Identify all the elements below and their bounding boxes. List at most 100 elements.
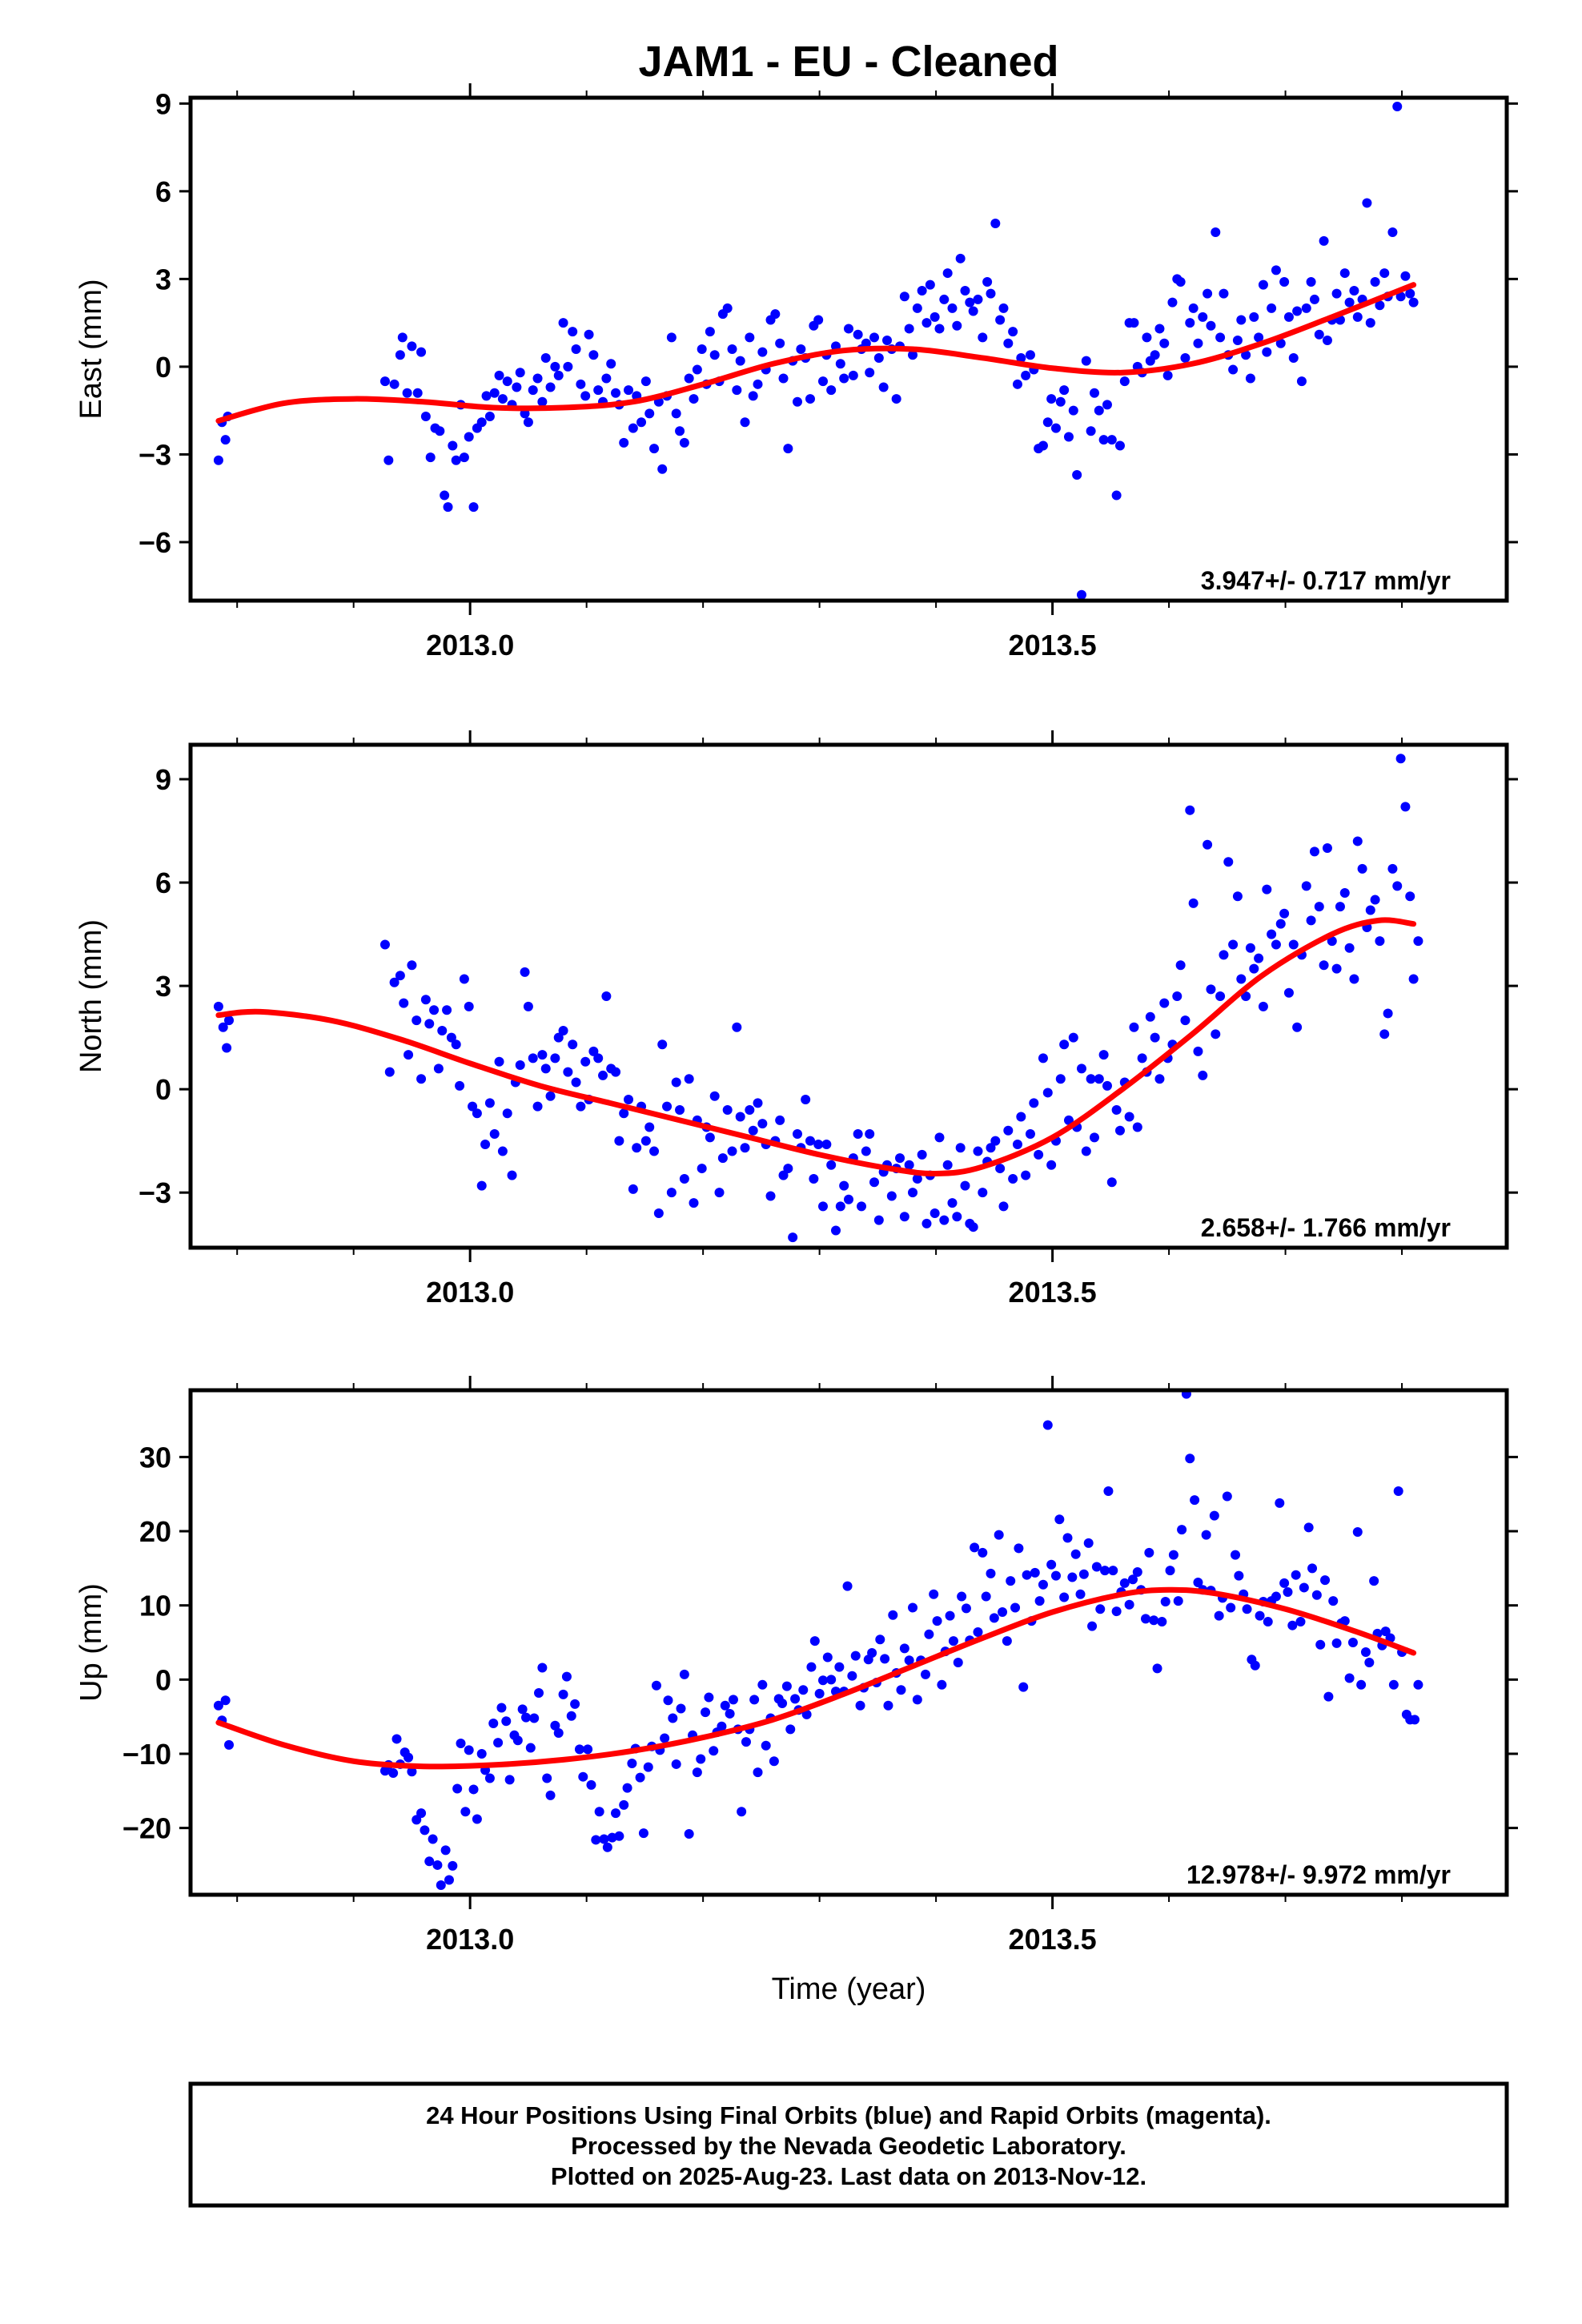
- data-point: [601, 373, 612, 384]
- data-point: [1387, 863, 1398, 874]
- footer-line-2: Processed by the Nevada Geodetic Laborat…: [571, 2132, 1126, 2160]
- y-tick-label: 6: [155, 175, 171, 208]
- plot-frame: [188, 95, 1509, 603]
- data-point: [781, 1681, 792, 1691]
- data-point: [1206, 984, 1216, 995]
- data-point: [512, 382, 522, 392]
- data-point: [1307, 1563, 1318, 1574]
- data-point: [540, 352, 551, 363]
- data-point: [748, 391, 758, 401]
- data-point: [1106, 1177, 1117, 1188]
- data-point: [801, 1709, 812, 1719]
- data-point: [891, 394, 901, 404]
- data-point: [1124, 1599, 1134, 1610]
- data-point: [1275, 1498, 1285, 1508]
- data-point: [1249, 312, 1259, 322]
- y-tick-label: 10: [139, 1590, 171, 1622]
- data-point: [1119, 1578, 1130, 1588]
- data-point: [568, 327, 578, 337]
- data-point: [809, 1636, 820, 1647]
- data-point: [1344, 297, 1355, 308]
- data-point: [855, 1700, 865, 1711]
- data-point: [912, 1695, 922, 1705]
- data-point: [896, 1685, 906, 1695]
- data-point: [496, 1703, 507, 1713]
- data-point: [970, 1542, 980, 1553]
- data-point: [883, 1700, 893, 1711]
- data-point: [1315, 1639, 1326, 1650]
- data-point: [1185, 318, 1195, 328]
- data-point: [1086, 426, 1096, 436]
- data-point: [1018, 1682, 1029, 1692]
- data-point: [395, 350, 405, 360]
- data-point: [796, 344, 806, 354]
- data-point: [704, 1692, 714, 1703]
- data-point: [1157, 1617, 1167, 1627]
- data-point: [1271, 939, 1281, 950]
- data-point: [1059, 1039, 1070, 1050]
- data-point: [662, 1101, 673, 1112]
- data-point: [994, 1530, 1004, 1540]
- data-point: [1185, 1454, 1195, 1464]
- data-point: [424, 1856, 435, 1867]
- data-point: [1042, 1420, 1053, 1430]
- data-point: [1108, 1566, 1118, 1576]
- data-point: [955, 253, 966, 263]
- data-point: [727, 344, 737, 354]
- data-point: [848, 370, 858, 380]
- data-point: [1193, 338, 1203, 348]
- data-point: [1086, 1074, 1096, 1084]
- data-point: [1201, 1530, 1211, 1540]
- data-point: [602, 1842, 612, 1852]
- data-point: [834, 1662, 845, 1672]
- data-point: [640, 1136, 651, 1146]
- data-point: [1142, 332, 1152, 343]
- data-point: [853, 329, 863, 340]
- data-point: [1160, 1597, 1170, 1607]
- data-point: [1211, 1029, 1221, 1039]
- data-point: [1181, 1390, 1191, 1399]
- data-point: [932, 1616, 942, 1626]
- plot-frame: [188, 742, 1509, 1250]
- data-point: [649, 444, 660, 454]
- data-point: [732, 1022, 742, 1032]
- data-point: [657, 464, 668, 474]
- data-point: [224, 1739, 235, 1750]
- data-point: [1081, 1146, 1091, 1156]
- data-point: [657, 1039, 668, 1050]
- data-point: [945, 1610, 955, 1621]
- data-point: [1180, 1015, 1191, 1026]
- data-point: [627, 1759, 637, 1769]
- data-point: [1258, 279, 1268, 290]
- data-point: [507, 1170, 517, 1180]
- data-point: [995, 315, 1006, 325]
- y-tick-label: 0: [155, 1663, 171, 1696]
- data-point: [481, 391, 492, 401]
- data-point: [1173, 1596, 1183, 1606]
- data-point: [904, 1655, 914, 1666]
- data-point: [783, 444, 793, 454]
- y-tick-label: 30: [139, 1441, 171, 1474]
- data-point: [468, 1784, 479, 1795]
- footer-line-3: Plotted on 2025-Aug-23. Last data on 201…: [551, 2162, 1146, 2190]
- data-point: [1076, 1063, 1086, 1074]
- data-point: [472, 1814, 482, 1824]
- x-tick-label: 2013.5: [1009, 1276, 1097, 1309]
- data-point: [679, 437, 689, 448]
- data-point: [1393, 1486, 1403, 1496]
- data-point: [384, 1067, 395, 1077]
- data-point: [1413, 1679, 1423, 1690]
- data-point: [1364, 1658, 1375, 1668]
- data-point: [990, 219, 1001, 228]
- data-point: [404, 1752, 414, 1763]
- data-point: [1050, 1570, 1061, 1581]
- data-point: [614, 1831, 624, 1841]
- data-point: [402, 388, 412, 398]
- data-point: [1262, 884, 1272, 895]
- data-point: [1223, 857, 1234, 867]
- data-point: [484, 1773, 495, 1783]
- data-point: [416, 1074, 427, 1084]
- data-point: [978, 1188, 988, 1198]
- data-point: [1042, 417, 1053, 428]
- y-tick-label: 9: [155, 87, 171, 120]
